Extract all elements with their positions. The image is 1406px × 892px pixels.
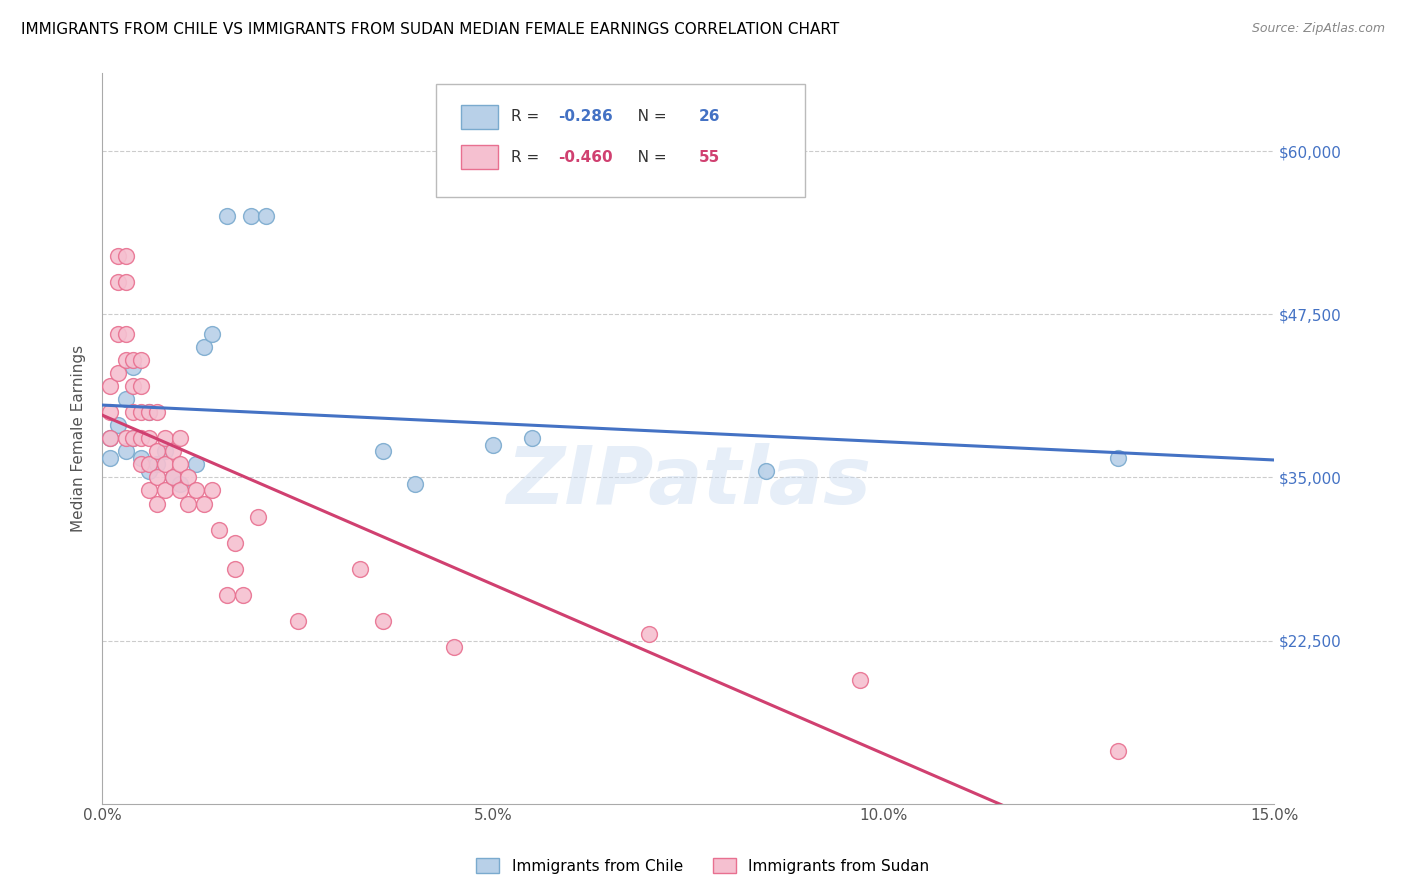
Point bbox=[443, 640, 465, 654]
Point bbox=[153, 458, 176, 472]
Point bbox=[107, 418, 129, 433]
Point bbox=[254, 210, 277, 224]
Point bbox=[114, 392, 136, 406]
Point bbox=[184, 483, 207, 498]
Point bbox=[129, 450, 152, 465]
Point bbox=[482, 438, 505, 452]
Point bbox=[122, 431, 145, 445]
Point bbox=[208, 523, 231, 537]
Point bbox=[169, 431, 191, 445]
Text: ZIPatlas: ZIPatlas bbox=[506, 443, 870, 521]
Point bbox=[287, 614, 309, 628]
Text: 55: 55 bbox=[699, 150, 720, 164]
Text: IMMIGRANTS FROM CHILE VS IMMIGRANTS FROM SUDAN MEDIAN FEMALE EARNINGS CORRELATIO: IMMIGRANTS FROM CHILE VS IMMIGRANTS FROM… bbox=[21, 22, 839, 37]
Point bbox=[98, 431, 121, 445]
Point bbox=[122, 359, 145, 374]
Point bbox=[122, 379, 145, 393]
Point bbox=[153, 431, 176, 445]
Text: R =: R = bbox=[512, 110, 544, 124]
Point bbox=[849, 673, 872, 687]
Point bbox=[169, 483, 191, 498]
Point bbox=[520, 431, 543, 445]
Point bbox=[153, 483, 176, 498]
Point bbox=[107, 249, 129, 263]
Point bbox=[146, 458, 169, 472]
Point bbox=[373, 614, 395, 628]
Point bbox=[122, 353, 145, 368]
Point bbox=[200, 326, 222, 341]
Point bbox=[169, 477, 191, 491]
Point bbox=[153, 444, 176, 458]
Point bbox=[184, 458, 207, 472]
Point bbox=[1107, 450, 1129, 465]
Point bbox=[138, 464, 160, 478]
Text: N =: N = bbox=[623, 110, 671, 124]
Point bbox=[1107, 744, 1129, 758]
Point bbox=[349, 562, 371, 576]
Point bbox=[122, 405, 145, 419]
Point bbox=[138, 405, 160, 419]
Point bbox=[162, 444, 184, 458]
Point bbox=[239, 210, 262, 224]
Point bbox=[177, 497, 200, 511]
Point bbox=[138, 483, 160, 498]
Point bbox=[200, 483, 222, 498]
Point bbox=[162, 470, 184, 484]
Text: R =: R = bbox=[512, 150, 544, 164]
Point bbox=[107, 326, 129, 341]
Text: Source: ZipAtlas.com: Source: ZipAtlas.com bbox=[1251, 22, 1385, 36]
Point bbox=[232, 588, 254, 602]
Point bbox=[98, 379, 121, 393]
Point bbox=[138, 431, 160, 445]
Point bbox=[224, 535, 246, 549]
Point bbox=[98, 450, 121, 465]
Point bbox=[638, 627, 661, 641]
Point bbox=[217, 210, 239, 224]
Point bbox=[404, 477, 426, 491]
Y-axis label: Median Female Earnings: Median Female Earnings bbox=[72, 344, 86, 532]
Point bbox=[122, 431, 145, 445]
Text: -0.286: -0.286 bbox=[558, 110, 613, 124]
Legend: Immigrants from Chile, Immigrants from Sudan: Immigrants from Chile, Immigrants from S… bbox=[470, 852, 936, 880]
FancyBboxPatch shape bbox=[461, 105, 498, 128]
Point bbox=[114, 326, 136, 341]
Point bbox=[373, 444, 395, 458]
Point bbox=[114, 431, 136, 445]
Point bbox=[162, 470, 184, 484]
Point bbox=[129, 405, 152, 419]
Point bbox=[169, 458, 191, 472]
Point bbox=[107, 366, 129, 380]
Point bbox=[177, 470, 200, 484]
Point bbox=[146, 497, 169, 511]
Text: -0.460: -0.460 bbox=[558, 150, 613, 164]
Point bbox=[98, 405, 121, 419]
Point bbox=[129, 458, 152, 472]
Point bbox=[146, 405, 169, 419]
Point bbox=[129, 379, 152, 393]
Point bbox=[114, 353, 136, 368]
Point bbox=[146, 444, 169, 458]
FancyBboxPatch shape bbox=[436, 84, 806, 197]
Point bbox=[114, 275, 136, 289]
Point bbox=[138, 458, 160, 472]
Point bbox=[146, 470, 169, 484]
Text: 26: 26 bbox=[699, 110, 720, 124]
Point bbox=[755, 464, 778, 478]
Point bbox=[193, 340, 215, 354]
Point bbox=[114, 249, 136, 263]
Point bbox=[217, 588, 239, 602]
Point bbox=[193, 497, 215, 511]
Text: N =: N = bbox=[623, 150, 671, 164]
Point bbox=[107, 275, 129, 289]
Point bbox=[224, 562, 246, 576]
Point bbox=[247, 509, 270, 524]
Point bbox=[129, 431, 152, 445]
FancyBboxPatch shape bbox=[461, 145, 498, 169]
Point bbox=[129, 353, 152, 368]
Point bbox=[114, 444, 136, 458]
Point bbox=[98, 431, 121, 445]
Point bbox=[138, 405, 160, 419]
